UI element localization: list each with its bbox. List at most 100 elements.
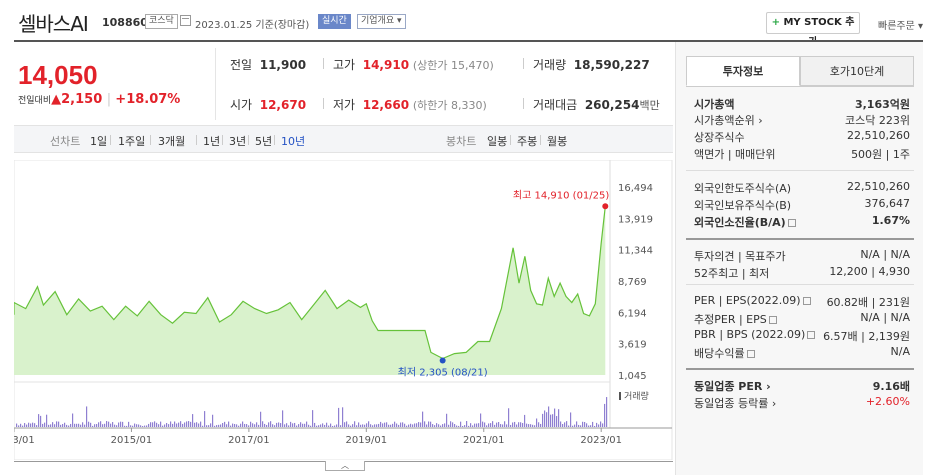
price-chart[interactable]: 16,494 13,919 11,344 8,769 6,194 3,619 1,045 20… — [14, 160, 673, 460]
volume-bar — [140, 425, 142, 427]
y-tick-label: 1,045 — [618, 371, 647, 382]
prev-close-cell: 전일 11,900 — [230, 56, 306, 73]
volume-bar — [510, 424, 512, 427]
volume-bar — [490, 423, 492, 427]
divider — [110, 135, 111, 145]
help-icon[interactable] — [768, 316, 777, 324]
volume-bar — [108, 421, 110, 427]
realtime-button[interactable]: 실시간 — [318, 14, 351, 29]
help-icon[interactable] — [802, 297, 811, 305]
volume-bar — [472, 425, 474, 427]
volume-bar — [80, 424, 82, 427]
quick-order-button[interactable]: 빠른주문 ▾ — [878, 21, 923, 32]
period-3m[interactable]: 3개월 — [158, 135, 186, 148]
divider — [248, 135, 249, 145]
period-5y[interactable]: 5년 — [255, 135, 273, 148]
volume-bar — [606, 397, 608, 427]
volume-bar — [216, 425, 218, 427]
divider — [274, 135, 275, 145]
volume-bar — [198, 423, 200, 427]
corp-overview-dropdown[interactable]: 기업개요 ▾ — [357, 14, 406, 29]
low-value: 12,660 — [362, 98, 410, 112]
volume-bar — [548, 406, 550, 427]
volume-bar — [560, 421, 562, 427]
invest-row-value: 9.16배 — [872, 380, 910, 393]
volume-bar — [42, 423, 44, 427]
add-mystock-button[interactable]: + MY STOCK 추가 — [766, 12, 860, 48]
help-icon[interactable] — [746, 350, 755, 358]
volume-bar — [160, 421, 162, 427]
volume-bar — [242, 421, 244, 427]
volume-bar — [450, 421, 452, 427]
volume-bar — [496, 422, 498, 427]
period-1d[interactable]: 1일 — [90, 135, 108, 148]
upper-limit: (상한가 15,470) — [412, 59, 494, 72]
volume-bar — [330, 423, 332, 427]
high-label: 고가 — [333, 58, 356, 72]
calendar-icon — [180, 15, 191, 26]
open-value: 12,670 — [259, 98, 307, 112]
volume-bar — [304, 423, 306, 427]
volume-bar — [100, 421, 102, 427]
y-tick-label: 16,494 — [618, 183, 653, 194]
chart-period-toolbar: 선차트 1일 1주일 3개월 1년 3년 5년 10년 봉차트 일봉 주봉 월봉 — [14, 125, 673, 153]
period-1w[interactable]: 1주일 — [118, 135, 146, 148]
chevron-up-icon[interactable]: ︿ — [325, 461, 365, 471]
volume-bar — [344, 422, 346, 427]
candle-chart-label: 봉차트 — [446, 135, 477, 148]
prev-day-label: 전일대비 — [18, 96, 52, 106]
volume-bar — [40, 415, 42, 427]
invest-row-value: N/A — [890, 345, 910, 358]
volume-bar — [338, 407, 340, 427]
tab-invest-info[interactable]: 투자정보 — [686, 56, 800, 86]
help-icon[interactable] — [807, 331, 816, 339]
volume-bar — [232, 423, 234, 427]
volume-bar — [170, 421, 172, 427]
volume-bar — [144, 425, 146, 427]
period-1y[interactable]: 1년 — [203, 135, 221, 148]
divider — [196, 135, 197, 145]
volume-bar — [114, 424, 116, 427]
y-tick-label: 8,769 — [618, 277, 647, 288]
volume-bar — [208, 425, 210, 427]
period-10y[interactable]: 10년 — [281, 135, 306, 148]
volume-bar — [66, 424, 68, 427]
volume-bar — [52, 422, 54, 427]
divider — [222, 135, 223, 145]
volume-bar — [546, 412, 548, 427]
volume-bar — [570, 412, 572, 427]
volume-bar — [38, 414, 40, 427]
volume-bar — [244, 423, 246, 427]
volume-bar — [530, 424, 532, 427]
help-icon[interactable] — [787, 219, 796, 227]
volume-bar — [526, 423, 528, 427]
volume-bar — [398, 424, 400, 427]
volume-bar — [146, 425, 148, 427]
volume-bar — [468, 425, 470, 427]
candle-daily[interactable]: 일봉 — [487, 135, 508, 148]
volume-bar — [480, 413, 482, 427]
volume-bar — [540, 423, 542, 427]
volume-bar — [430, 421, 432, 427]
x-tick-label: 2021/01 — [463, 435, 505, 446]
volume-bar — [220, 424, 222, 427]
volume-bar — [488, 423, 490, 427]
volume-bar — [356, 425, 358, 427]
volume-bar — [262, 421, 264, 427]
volume-bar — [224, 421, 226, 427]
period-3y[interactable]: 3년 — [229, 135, 247, 148]
invest-row-value: 376,647 — [864, 197, 911, 210]
volume-bar — [264, 423, 266, 427]
volume-bar — [202, 425, 204, 427]
volume-bar — [590, 425, 592, 427]
volume-bar — [428, 421, 430, 427]
candle-weekly[interactable]: 주봉 — [517, 135, 538, 148]
invest-row-label: 52주최고 | 최저 — [694, 267, 770, 280]
tab-hoga-10[interactable]: 호가10단계 — [800, 56, 914, 86]
volume-bar — [118, 422, 120, 427]
volume-bar — [282, 410, 284, 427]
volume-bar — [68, 425, 70, 427]
volume-bar — [270, 421, 272, 427]
candle-monthly[interactable]: 월봉 — [547, 135, 568, 148]
invest-row-value: 12,200 | 4,930 — [829, 265, 910, 278]
